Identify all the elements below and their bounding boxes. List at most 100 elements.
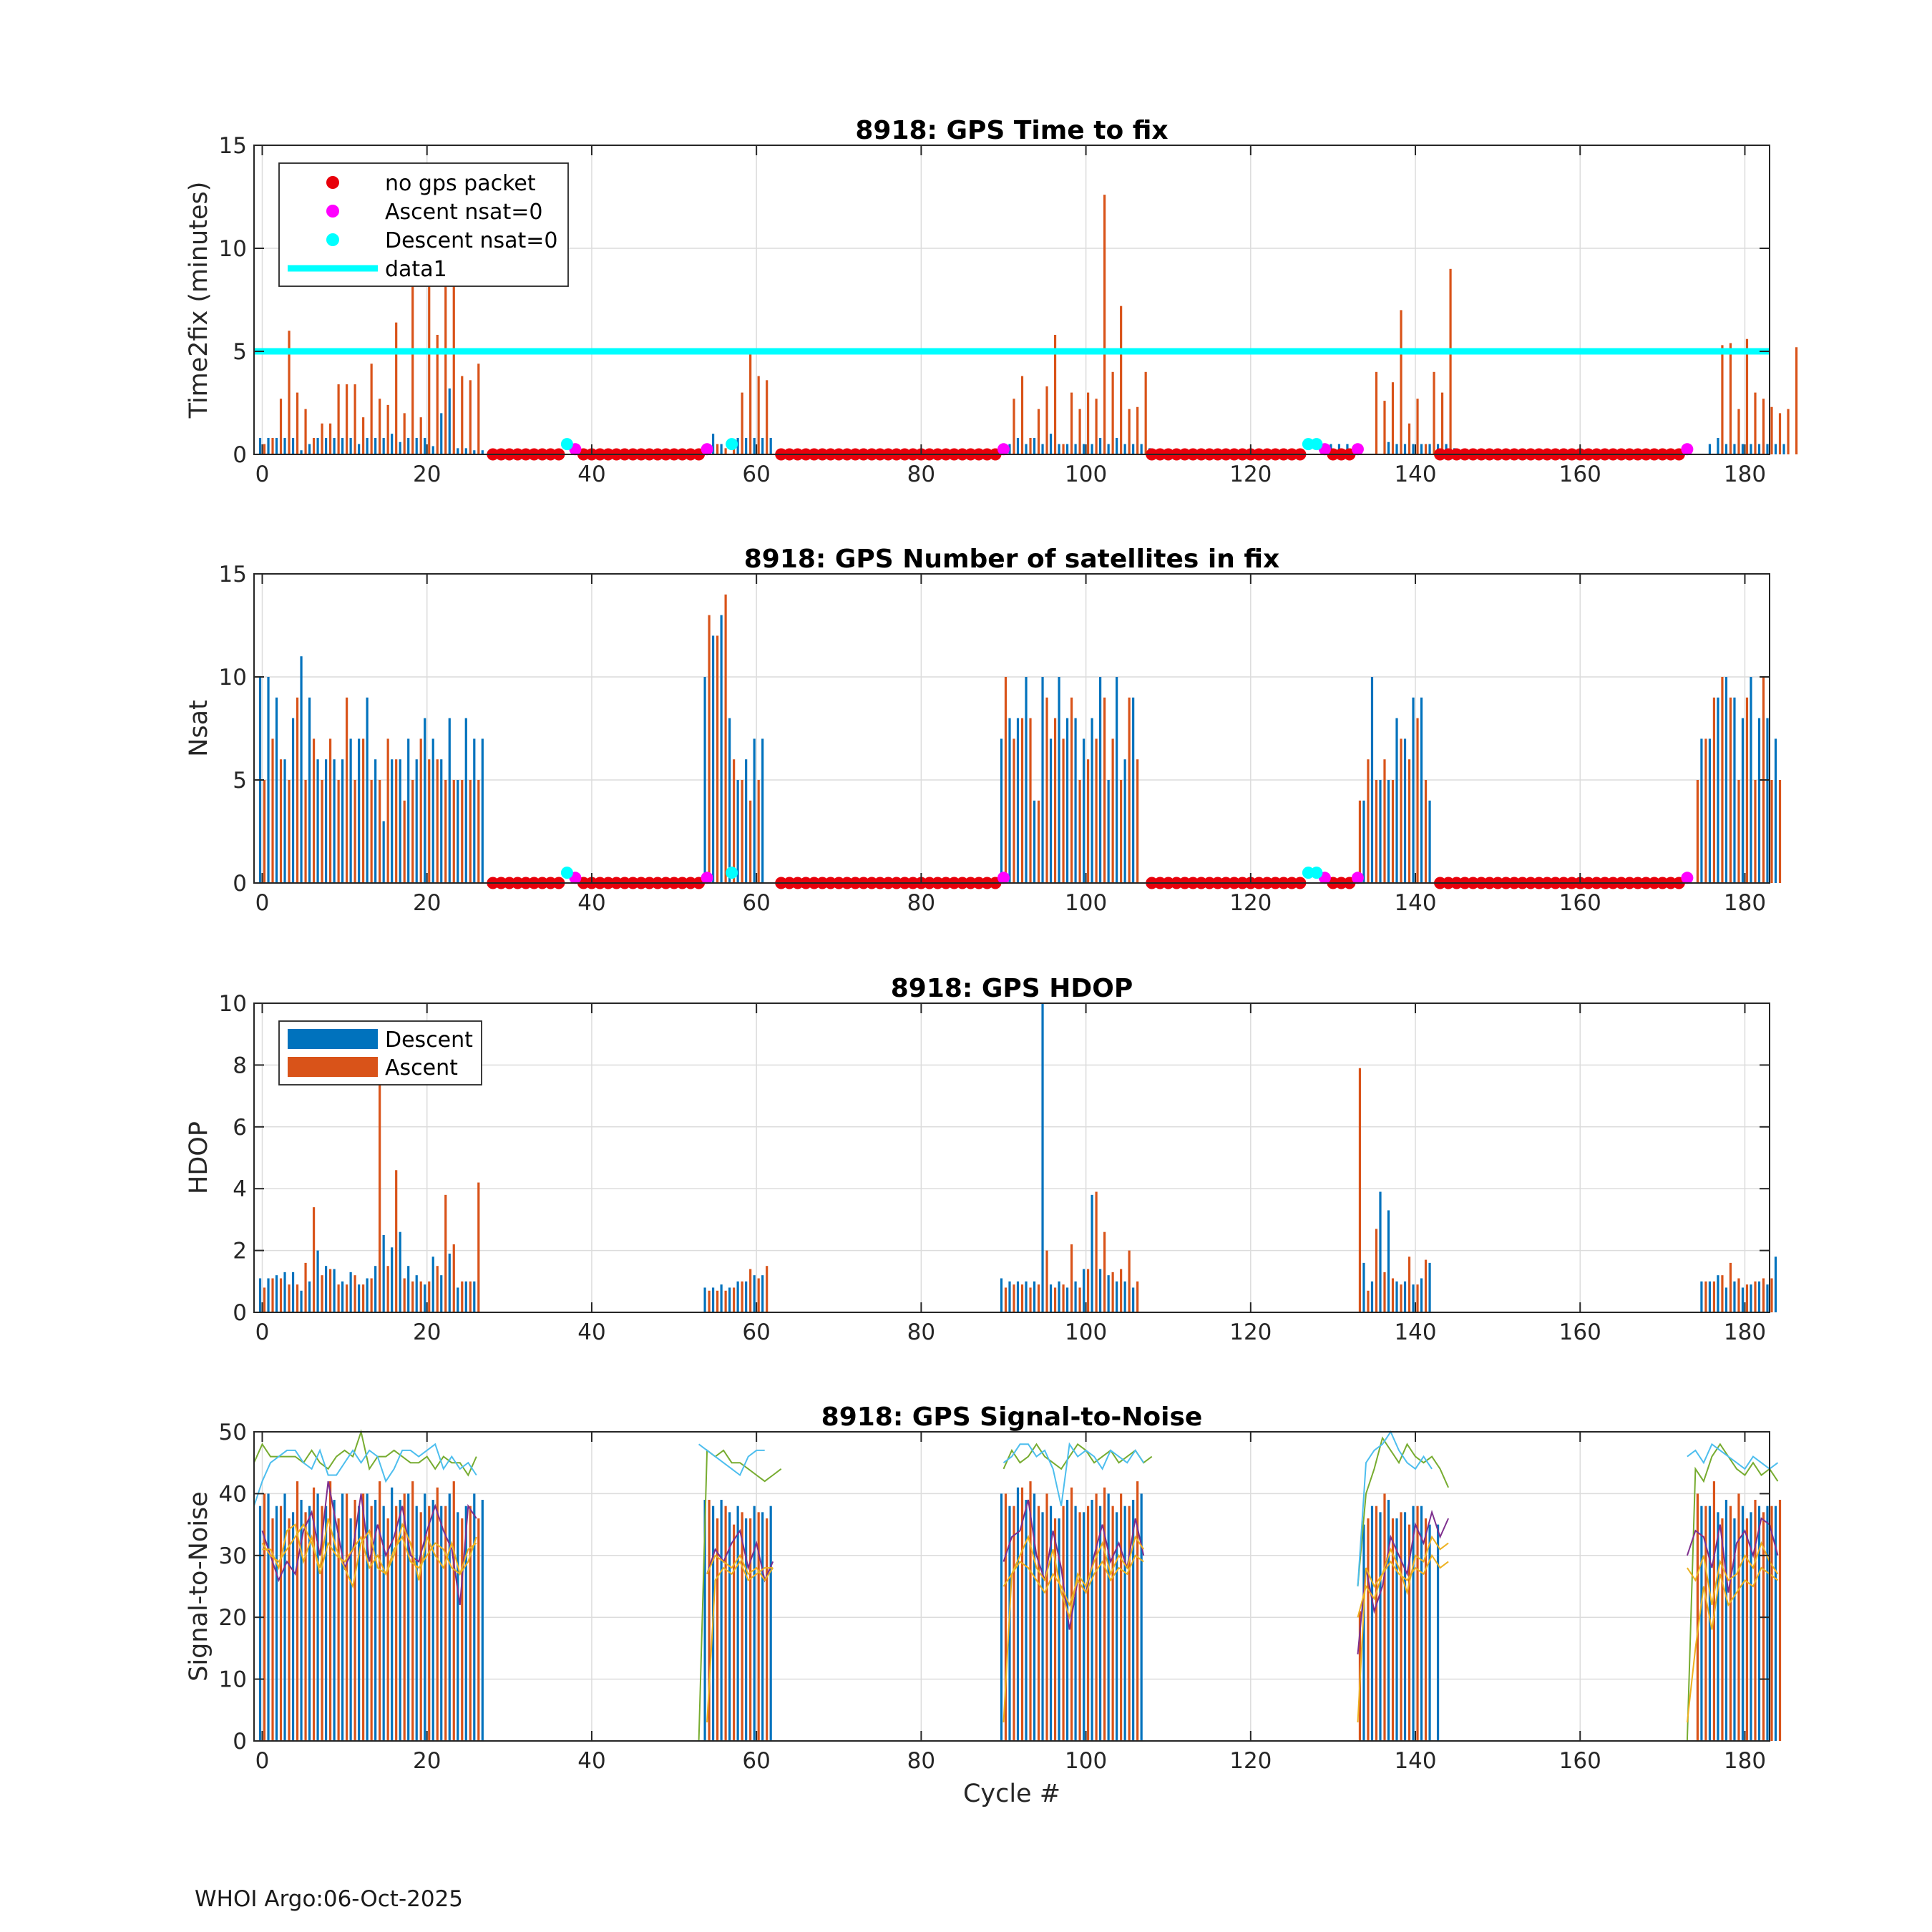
bar-descent: [399, 441, 401, 454]
x-tick-label: 80: [907, 462, 935, 487]
marker-point: [726, 438, 738, 451]
bar-ascent: [1095, 399, 1098, 454]
bar-descent: [267, 1493, 270, 1741]
bar-descent: [1750, 1284, 1752, 1312]
bar-descent: [1123, 1506, 1126, 1741]
bar-descent: [267, 1278, 270, 1312]
bar-ascent: [296, 392, 299, 454]
snr-line-bottom: [706, 1560, 774, 1723]
bar-ascent: [1416, 1284, 1419, 1312]
bar-descent: [324, 759, 328, 883]
bar-ascent: [271, 1278, 274, 1312]
y-tick-label: 8: [233, 1053, 247, 1078]
bar-ascent: [395, 322, 398, 454]
bar-descent: [703, 1287, 706, 1312]
bar-ascent: [1737, 780, 1740, 883]
marker-point: [1310, 867, 1323, 879]
bar-descent: [407, 1493, 410, 1741]
bar-descent: [291, 1512, 295, 1741]
bar-ascent: [312, 1487, 316, 1741]
bar-ascent: [1086, 392, 1090, 454]
y-tick-label: 0: [233, 1300, 247, 1326]
bar-ascent: [1037, 1506, 1040, 1741]
bar-ascent: [1111, 1506, 1114, 1741]
bar-descent: [1757, 1506, 1761, 1741]
bar-descent: [753, 738, 756, 883]
bar-descent: [703, 677, 706, 883]
bar-ascent: [395, 1506, 398, 1741]
bar-ascent: [419, 738, 422, 883]
bar-ascent: [370, 1278, 373, 1312]
bar-ascent: [1737, 1278, 1740, 1312]
bar-ascent: [1721, 345, 1724, 454]
bar-ascent: [379, 1080, 381, 1312]
bar-descent: [1428, 1524, 1431, 1741]
bar-descent: [1412, 444, 1415, 454]
bar-ascent: [411, 1481, 414, 1741]
bar-ascent: [296, 697, 299, 883]
bar-ascent: [1103, 1231, 1106, 1312]
bar-descent: [712, 1287, 715, 1312]
bar-descent: [1750, 677, 1752, 883]
bar-descent: [316, 759, 319, 883]
bar-ascent: [461, 1518, 464, 1741]
bar-descent: [283, 437, 286, 454]
bar-ascent: [1144, 371, 1147, 454]
marker-point: [1351, 443, 1364, 456]
bar-ascent: [1433, 371, 1435, 454]
bar-descent: [1025, 677, 1028, 883]
bar-ascent: [1440, 392, 1444, 454]
bar-ascent: [469, 380, 472, 454]
bar-series-ascent: [263, 195, 1798, 454]
bar-descent: [457, 780, 459, 883]
bar-descent: [736, 437, 739, 454]
bar-descent: [1016, 1487, 1020, 1741]
bar-descent: [761, 1512, 764, 1741]
bar-descent: [1403, 1512, 1407, 1741]
bar-descent: [1420, 1506, 1423, 1741]
bar-ascent: [1712, 697, 1716, 883]
bar-ascent: [1424, 444, 1428, 454]
bar-ascent: [263, 1493, 266, 1741]
snr-line-low: [706, 1553, 774, 1582]
bar-ascent: [1013, 1506, 1015, 1741]
bar-ascent: [1004, 1493, 1008, 1741]
bar-descent: [481, 1500, 484, 1741]
bar-ascent: [1754, 780, 1757, 883]
bar-descent: [1412, 1506, 1415, 1741]
bar-ascent: [362, 1284, 365, 1312]
bar-descent: [431, 1500, 434, 1741]
bar-descent: [333, 437, 336, 454]
bar-ascent: [757, 780, 760, 883]
bar-descent: [341, 1493, 344, 1741]
bar-ascent: [469, 1281, 472, 1312]
bar-ascent: [716, 1518, 719, 1741]
bar-ascent: [428, 1281, 431, 1312]
snr-line-mid: [706, 1528, 774, 1583]
bar-descent: [1395, 444, 1398, 454]
bar-ascent: [1095, 738, 1098, 883]
bar-descent: [1065, 444, 1069, 454]
snr-line-bottom: [1686, 1566, 1779, 1723]
bar-descent: [1420, 444, 1423, 454]
bar-descent: [291, 718, 295, 883]
bar-descent: [324, 1266, 328, 1312]
bar-descent: [1708, 1281, 1712, 1312]
bar-ascent: [1375, 1229, 1378, 1312]
bar-ascent: [1128, 697, 1131, 883]
bar-descent: [1140, 444, 1143, 454]
y-tick-label: 10: [219, 991, 247, 1017]
bar-ascent: [1045, 697, 1048, 883]
bar-ascent: [477, 1518, 480, 1741]
bar-ascent: [1062, 1506, 1065, 1741]
bar-descent: [415, 1275, 418, 1312]
snr-line-low: [1002, 1534, 1145, 1621]
bar-descent: [448, 1493, 451, 1741]
bar-ascent: [386, 738, 389, 883]
bar-descent: [481, 450, 484, 454]
bar-descent: [1065, 718, 1069, 883]
bar-ascent: [724, 448, 727, 454]
x-tick-label: 140: [1394, 462, 1436, 487]
bar-descent: [448, 718, 451, 883]
